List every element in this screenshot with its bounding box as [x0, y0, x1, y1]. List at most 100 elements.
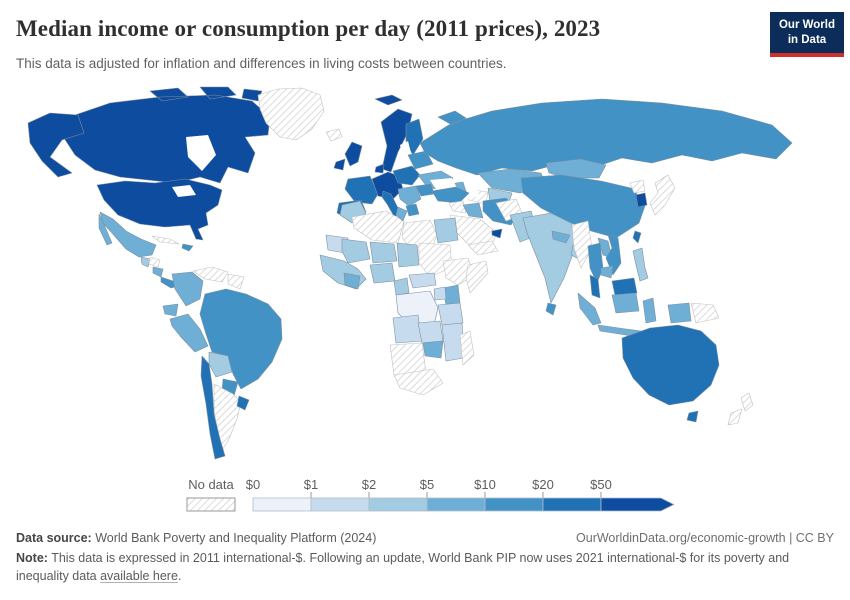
country-ireland[interactable] [333, 158, 346, 171]
country-iceland[interactable] [325, 128, 343, 142]
country-greenland[interactable] [257, 87, 325, 141]
country-balkans[interactable] [397, 185, 422, 207]
country-somalia[interactable] [465, 260, 489, 294]
country-syria[interactable] [448, 200, 467, 214]
country-canada[interactable] [61, 86, 271, 184]
country-madagascar[interactable] [459, 330, 475, 366]
country-guyana-suriname[interactable] [227, 273, 245, 290]
country-cambodia[interactable] [600, 265, 614, 279]
country-argentina[interactable] [213, 383, 242, 453]
country-vietnam[interactable] [605, 234, 622, 276]
country-zambia[interactable] [417, 320, 444, 344]
country-mongolia[interactable] [545, 158, 607, 179]
country-nicaragua[interactable] [152, 266, 164, 278]
note-period: . [177, 569, 182, 583]
country-myanmar[interactable] [571, 220, 593, 269]
country-tunisia[interactable] [395, 206, 408, 222]
country-namibia-botswana[interactable] [389, 342, 427, 376]
country-china[interactable] [520, 174, 647, 239]
legend-no-data-swatch[interactable] [186, 497, 236, 512]
country-ecuador[interactable] [162, 303, 179, 317]
country-united-states-alaska[interactable] [27, 112, 85, 178]
country-peru[interactable] [169, 313, 209, 353]
legend-tick-4: $10 [474, 477, 496, 492]
country-ivory-ghana[interactable] [343, 272, 361, 290]
chart-footer: Data source: World Bank Poverty and Ineq… [16, 531, 834, 585]
country-chile[interactable] [200, 355, 226, 460]
country-new-zealand[interactable] [727, 392, 754, 426]
country-mexico[interactable] [98, 211, 157, 258]
country-tanzania[interactable] [437, 302, 464, 326]
country-iraq[interactable] [462, 202, 484, 219]
country-denmark[interactable] [374, 163, 385, 174]
country-belarus-baltics[interactable] [407, 150, 434, 170]
available-here-link[interactable]: available here [100, 569, 178, 583]
country-malaysia[interactable] [589, 274, 638, 299]
country-mali[interactable] [341, 238, 371, 264]
country-taiwan[interactable] [632, 230, 642, 244]
country-hispaniola[interactable] [181, 243, 194, 252]
owid-logo-line1: Our World [778, 19, 835, 31]
country-central-african-republic[interactable] [408, 272, 437, 289]
legend-tick-1: $1 [303, 477, 319, 492]
country-cuba[interactable] [151, 235, 180, 245]
country-uganda[interactable] [433, 286, 447, 301]
country-angola[interactable] [392, 314, 423, 344]
country-yemen-oman[interactable] [467, 240, 499, 256]
country-papua-new-guinea[interactable] [690, 302, 720, 324]
world-choropleth-map [27, 86, 793, 460]
country-thailand[interactable] [587, 242, 604, 284]
country-uae[interactable] [491, 228, 503, 239]
country-north-korea[interactable] [629, 179, 646, 194]
country-sudan[interactable] [418, 242, 453, 278]
country-japan[interactable] [649, 174, 676, 216]
great-lakes [172, 185, 196, 197]
country-norway-sweden[interactable] [380, 108, 413, 173]
country-chad[interactable] [396, 242, 420, 268]
legend-bins[interactable] [252, 497, 675, 512]
country-france[interactable] [344, 175, 379, 205]
country-cameroon[interactable] [393, 277, 410, 296]
legend-tick-2: $2 [361, 477, 377, 492]
country-south-korea[interactable] [635, 192, 648, 208]
country-egypt[interactable] [433, 217, 459, 244]
country-australia[interactable] [621, 324, 720, 423]
country-bolivia[interactable] [208, 351, 233, 378]
country-south-africa[interactable] [393, 368, 444, 396]
note-text: This data is expressed in 2011 internati… [16, 551, 790, 583]
country-guatemala[interactable] [140, 256, 151, 268]
note-label: Note: [16, 551, 48, 565]
license-link[interactable]: OurWorldinData.org/economic-growth | CC … [576, 531, 834, 545]
owid-logo[interactable]: Our World in Data [770, 12, 844, 57]
country-greece[interactable] [405, 203, 420, 217]
country-poland-czechia[interactable] [392, 165, 421, 186]
country-turkey[interactable] [431, 186, 470, 204]
country-svalbard[interactable] [374, 94, 403, 106]
legend-no-data-label: No data [188, 477, 234, 492]
country-finland[interactable] [405, 118, 424, 156]
country-sri-lanka[interactable] [545, 302, 557, 316]
legend-tick-0: $0 [245, 477, 261, 492]
data-source-text: World Bank Poverty and Inequality Platfo… [91, 531, 377, 545]
country-russia[interactable] [419, 98, 793, 176]
legend-color-bar[interactable] [0, 474, 850, 514]
country-nigeria[interactable] [369, 262, 396, 284]
country-nepal[interactable] [551, 230, 571, 244]
country-united-kingdom[interactable] [344, 141, 363, 167]
legend-tick-3: $5 [419, 477, 435, 492]
country-zimbabwe[interactable] [422, 340, 444, 359]
country-colombia[interactable] [171, 271, 204, 307]
country-uruguay[interactable] [236, 395, 250, 411]
country-india[interactable] [522, 212, 578, 304]
chart-subtitle: This data is adjusted for inflation and … [16, 56, 507, 71]
hudson-bay [186, 135, 216, 171]
country-niger[interactable] [369, 241, 398, 264]
country-venezuela[interactable] [192, 266, 229, 283]
country-brazil[interactable] [199, 288, 283, 390]
data-source-line: Data source: World Bank Poverty and Ineq… [16, 531, 376, 545]
legend-tick-6: $50 [590, 477, 612, 492]
country-honduras[interactable] [148, 256, 161, 268]
data-source-label: Data source: [16, 531, 92, 545]
country-philippines[interactable] [632, 247, 649, 282]
